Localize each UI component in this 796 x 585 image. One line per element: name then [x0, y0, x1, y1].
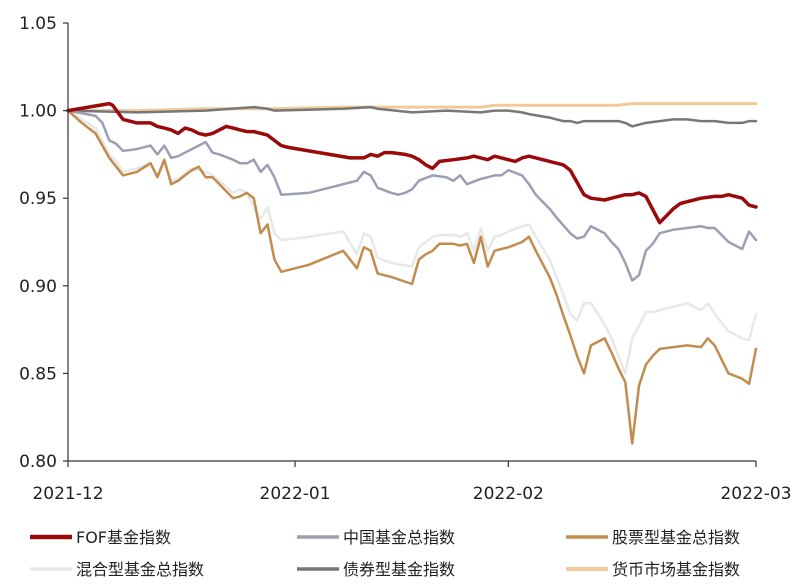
legend-label: 中国基金总指数 — [343, 528, 455, 547]
legend-label: 债券型基金指数 — [343, 560, 455, 579]
y-tick-label: 0.80 — [19, 452, 57, 472]
series-line-5 — [66, 102, 758, 113]
x-tick-label: 2022-02 — [473, 484, 544, 504]
legend-label: 货币市场基金指数 — [612, 560, 740, 579]
y-tick-label: 0.85 — [19, 364, 57, 384]
series-lines — [66, 101, 758, 445]
series-line-0 — [66, 101, 758, 225]
y-tick-label: 0.90 — [19, 277, 57, 297]
y-tick-label: 0.95 — [19, 189, 57, 209]
axes: 0.80 0.85 0.90 0.95 1.00 1.05 2021-12 2022-01 20… — [19, 14, 791, 504]
legend-label: FOF基金指数 — [76, 528, 171, 547]
series-line-3 — [66, 109, 758, 375]
legend-item-0: FOF基金指数 — [30, 528, 171, 547]
legend-label: 混合型基金总指数 — [76, 560, 204, 579]
legend-item-4: 债券型基金指数 — [297, 560, 455, 579]
legend-item-5: 货币市场基金指数 — [566, 560, 740, 579]
y-tick-label: 1.00 — [19, 102, 57, 122]
series-line-4 — [66, 105, 758, 128]
series-line-1 — [66, 109, 758, 282]
y-tick-label: 1.05 — [19, 14, 57, 34]
x-tick-label: 2022-01 — [260, 484, 331, 504]
series-line-2 — [66, 109, 758, 445]
legend-item-2: 股票型基金总指数 — [566, 528, 740, 547]
x-tick-label: 2021-12 — [32, 484, 103, 504]
legend-label: 股票型基金总指数 — [612, 528, 740, 547]
legend-item-1: 中国基金总指数 — [297, 528, 455, 547]
x-tick-label: 2022-03 — [720, 484, 791, 504]
legend-item-3: 混合型基金总指数 — [30, 560, 204, 579]
